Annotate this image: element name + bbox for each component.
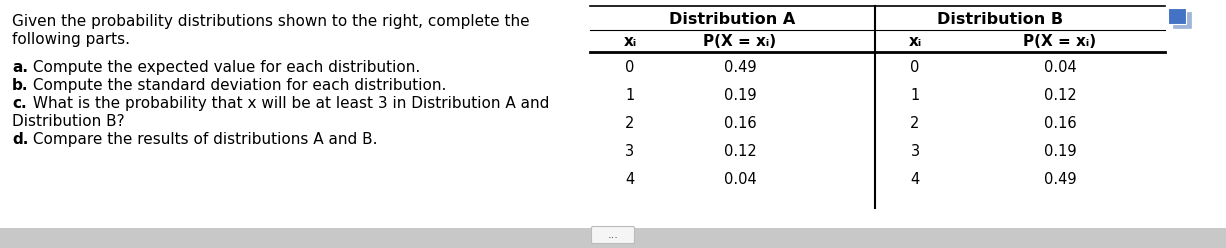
Text: Distribution A: Distribution A [669,11,796,27]
Text: Compute the standard deviation for each distribution.: Compute the standard deviation for each … [28,78,446,93]
FancyBboxPatch shape [591,226,635,244]
Text: 2: 2 [625,117,635,131]
Text: 1: 1 [625,89,635,103]
Bar [0,228,1226,248]
Text: xᵢ: xᵢ [623,34,636,50]
Text: a.: a. [12,60,28,75]
Text: Compute the expected value for each distribution.: Compute the expected value for each dist… [28,60,421,75]
Text: Compare the results of distributions A and B.: Compare the results of distributions A a… [28,132,378,147]
Text: 2: 2 [911,117,920,131]
Text: 0.19: 0.19 [1043,145,1076,159]
Text: 4: 4 [911,173,920,187]
Text: 0.16: 0.16 [723,117,756,131]
Text: 4: 4 [625,173,635,187]
Text: 0: 0 [911,61,920,75]
Text: c.: c. [12,96,27,111]
Text: 0.04: 0.04 [1043,61,1076,75]
Text: 0.16: 0.16 [1043,117,1076,131]
Text: 0.12: 0.12 [1043,89,1076,103]
Text: 3: 3 [911,145,920,159]
Text: ...: ... [608,230,618,240]
Text: b.: b. [12,78,28,93]
Text: following parts.: following parts. [12,32,130,47]
Text: 0: 0 [625,61,635,75]
Text: d.: d. [12,132,28,147]
Text: P(X = xᵢ): P(X = xᵢ) [704,34,776,50]
Text: 0.04: 0.04 [723,173,756,187]
Text: 0.12: 0.12 [723,145,756,159]
Text: xᵢ: xᵢ [908,34,922,50]
Text: What is the probability that x will be at least 3 in Distribution A and: What is the probability that x will be a… [28,96,549,111]
Text: 0.19: 0.19 [723,89,756,103]
Text: Distribution B?: Distribution B? [12,114,125,129]
Text: Given the probability distributions shown to the right, complete the: Given the probability distributions show… [12,14,530,29]
Text: 0.49: 0.49 [1043,173,1076,187]
Text: 1: 1 [911,89,920,103]
Text: P(X = xᵢ): P(X = xᵢ) [1024,34,1096,50]
Text: 3: 3 [625,145,635,159]
Bar [1173,12,1190,28]
Bar [1168,8,1186,24]
Text: 0.49: 0.49 [723,61,756,75]
Text: Distribution B: Distribution B [937,11,1063,27]
